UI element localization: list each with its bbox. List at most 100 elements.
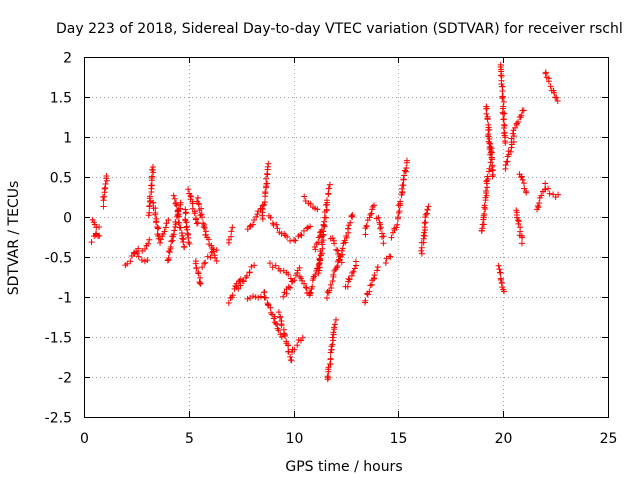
data-segment [139, 236, 153, 254]
data-point [324, 373, 331, 380]
data-point [103, 172, 110, 179]
data-point [291, 277, 298, 284]
data-point [499, 95, 506, 102]
data-point [250, 221, 257, 228]
data-point [138, 256, 145, 263]
data-point [292, 237, 299, 244]
data-point [253, 213, 260, 220]
data-point [170, 192, 177, 199]
data-segment [265, 212, 294, 244]
data-point [398, 185, 405, 192]
data-point [149, 163, 156, 170]
data-point [321, 218, 328, 225]
data-point [264, 171, 271, 178]
data-segment [164, 199, 184, 264]
data-point [371, 202, 378, 209]
data-point [189, 200, 196, 207]
data-segment [534, 180, 549, 213]
data-point [254, 211, 261, 218]
data-segment [502, 133, 518, 172]
data-point [298, 275, 305, 282]
data-point [498, 80, 505, 87]
data-point [240, 278, 247, 285]
data-point [421, 233, 428, 240]
data-point [259, 202, 266, 209]
data-point [421, 220, 428, 227]
data-segment [145, 163, 157, 219]
data-point [212, 254, 219, 261]
data-point [266, 260, 273, 267]
data-point [192, 260, 199, 267]
data-point [173, 199, 180, 206]
data-point [520, 107, 527, 114]
data-point [502, 139, 509, 146]
data-point [374, 267, 381, 274]
data-point [515, 220, 522, 227]
data-point [288, 357, 295, 364]
data-point [488, 156, 495, 163]
data-point [146, 236, 153, 243]
data-point [228, 228, 235, 235]
data-point [127, 258, 134, 265]
data-point [294, 270, 301, 277]
data-segment [362, 202, 378, 238]
data-point [229, 292, 236, 299]
data-point [321, 223, 328, 230]
data-point [380, 233, 387, 240]
data-point [276, 314, 283, 321]
data-point [545, 185, 552, 192]
data-point [163, 220, 170, 227]
data-point [197, 280, 204, 287]
data-point [213, 258, 220, 265]
data-point [518, 240, 525, 247]
data-point [497, 276, 504, 283]
data-point [326, 181, 333, 188]
data-point [135, 245, 142, 252]
data-point [162, 224, 169, 231]
data-point [296, 273, 303, 280]
data-point [403, 165, 410, 172]
data-segment [542, 185, 562, 200]
data-point [394, 221, 401, 228]
data-point [204, 253, 211, 260]
data-point [179, 235, 186, 242]
data-point [225, 236, 232, 243]
data-point [213, 247, 220, 254]
data-point [285, 342, 292, 349]
data-segment [88, 223, 103, 246]
data-point [518, 173, 525, 180]
data-point [422, 211, 429, 218]
data-segment [342, 258, 359, 290]
data-segment [388, 214, 401, 241]
data-point [161, 228, 168, 235]
data-point [285, 283, 292, 290]
data-point [403, 157, 410, 164]
data-point [484, 175, 491, 182]
data-point [346, 276, 353, 283]
data-point [345, 275, 352, 282]
data-point [489, 166, 496, 173]
data-point [142, 246, 149, 253]
data-point [375, 214, 382, 221]
data-point [484, 105, 491, 112]
data-point [267, 214, 274, 221]
data-point [542, 70, 549, 77]
data-point [262, 188, 269, 195]
data-point [275, 309, 282, 316]
data-point [273, 221, 280, 228]
data-point [545, 78, 552, 85]
data-point [265, 160, 272, 167]
data-point [329, 341, 336, 348]
data-point [482, 188, 489, 195]
data-point [330, 329, 337, 336]
data-point [377, 225, 384, 232]
data-point [298, 232, 305, 239]
data-point [148, 182, 155, 189]
data-point [184, 230, 191, 237]
data-point [500, 116, 507, 123]
data-segment [336, 211, 356, 263]
data-point [297, 231, 304, 238]
data-point [258, 205, 265, 212]
data-point [498, 279, 505, 286]
data-point [368, 210, 375, 217]
